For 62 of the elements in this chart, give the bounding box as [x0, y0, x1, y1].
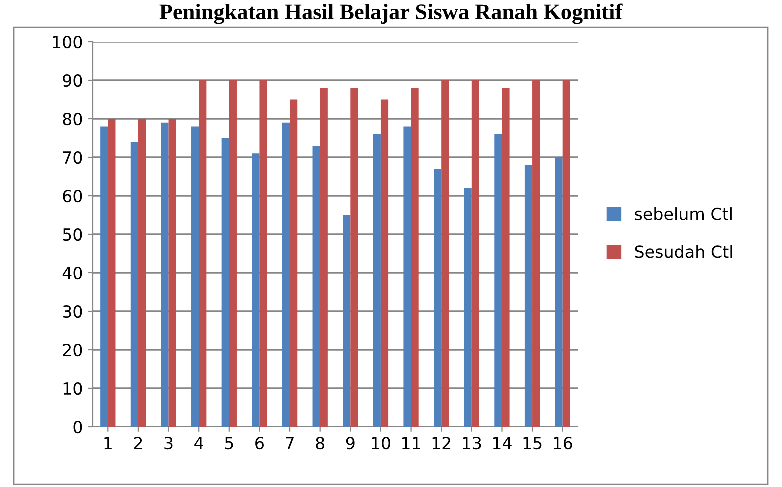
x-tick-label: 5	[225, 437, 234, 450]
bar	[343, 215, 351, 427]
bar	[555, 158, 563, 427]
bar	[373, 134, 381, 427]
y-tick-label: 60	[63, 190, 82, 203]
x-tick-label: 4	[194, 437, 204, 450]
y-tick-label: 0	[74, 420, 82, 434]
bar	[380, 100, 389, 427]
bar	[222, 138, 230, 427]
bar	[562, 80, 570, 427]
bar	[108, 119, 116, 427]
y-tick-label: 30	[63, 305, 82, 318]
bar	[350, 88, 358, 427]
x-tick-label: 3	[164, 437, 173, 450]
chart-title: Peningkatan Hasil Belajar Siswa Ranah Kognitif	[160, 4, 623, 24]
x-tick-label: 13	[463, 437, 482, 450]
bar	[464, 188, 472, 427]
bar	[442, 80, 450, 427]
bar	[472, 80, 480, 427]
x-tick-label: 1	[104, 437, 112, 450]
bar	[260, 80, 268, 427]
legend-label: Sesudah Ctl	[635, 245, 732, 258]
bar	[312, 146, 320, 427]
x-tick-label: 2	[134, 437, 142, 450]
x-tick-label: 14	[493, 437, 512, 450]
x-tick-label: 11	[402, 437, 420, 450]
x-tick-label: 6	[256, 437, 264, 450]
bar	[532, 80, 540, 427]
x-tick-label: 16	[554, 437, 572, 450]
bar	[130, 142, 138, 427]
bar	[320, 88, 328, 427]
bar	[229, 80, 237, 427]
bar	[502, 88, 510, 427]
bar	[168, 119, 176, 427]
y-tick-label: 70	[63, 151, 82, 164]
bar	[100, 126, 108, 427]
x-tick-label: 15	[524, 437, 542, 450]
x-tick-label: 7	[286, 437, 294, 450]
x-tick-label: 8	[316, 437, 325, 450]
x-tick-label: 12	[432, 437, 451, 450]
bar	[138, 119, 146, 427]
y-tick-label: 50	[63, 228, 82, 242]
bar	[252, 154, 260, 427]
bar	[524, 165, 533, 427]
bar	[411, 88, 419, 427]
bar	[192, 126, 200, 427]
x-tick-label: 10	[372, 437, 390, 450]
y-tick-label: 100	[53, 36, 82, 49]
bar	[290, 100, 298, 427]
y-tick-label: 40	[62, 266, 82, 280]
x-tick-label: 9	[346, 437, 355, 450]
bar	[404, 126, 412, 427]
legend-label: sebelum Ctl	[635, 208, 732, 220]
bar	[282, 122, 290, 427]
y-tick-label: 90	[63, 74, 82, 88]
y-tick-label: 10	[64, 382, 82, 396]
bar	[199, 80, 207, 427]
y-tick-label: 80	[63, 112, 82, 126]
y-tick-label: 20	[63, 344, 82, 357]
bar	[434, 169, 442, 427]
bar	[494, 134, 502, 427]
bar	[161, 122, 169, 427]
